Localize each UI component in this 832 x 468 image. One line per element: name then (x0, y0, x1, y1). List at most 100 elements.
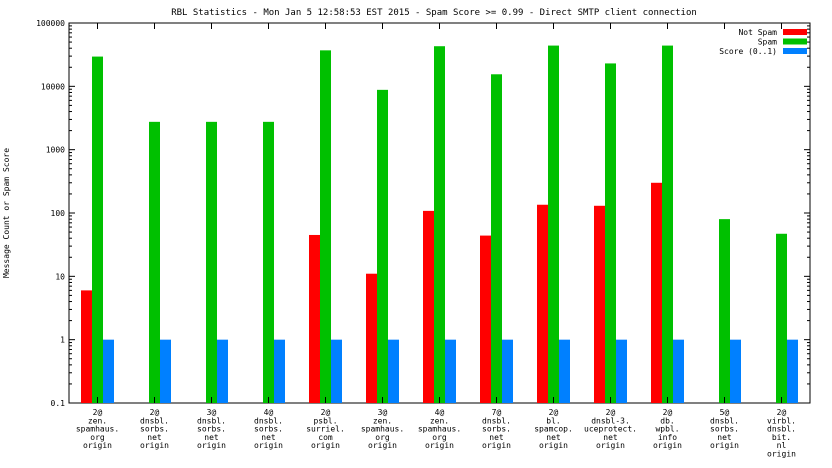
x-category-line: origin (767, 450, 796, 459)
x-category-line: dnsbl. (710, 416, 739, 425)
x-category-line: net (204, 433, 219, 442)
legend-swatch (783, 48, 807, 54)
x-category-line: 2@ (93, 408, 103, 417)
x-category-line: origin (83, 441, 112, 450)
bar-score-0-1 (388, 339, 399, 403)
x-category-line: bit. (772, 433, 791, 442)
x-category-line: 3@ (207, 408, 217, 417)
legend-swatch (783, 38, 807, 45)
x-category-line: origin (482, 441, 511, 450)
x-category-line: origin (596, 441, 625, 450)
y-axis-ticks: 0.1 1 10 100 1000 10000 100000 (36, 19, 810, 408)
x-category-line: psbl. (313, 416, 337, 425)
y-tick-label: 100000 (36, 19, 65, 28)
x-category-line: sorbs. (710, 425, 739, 434)
bar-score-0-1 (217, 339, 228, 403)
x-category-label: 2@ dnsbl. sorbs. net origin (140, 408, 169, 450)
x-category-line: dnsbl-3. (591, 416, 630, 425)
x-category-label: 2@ zen. spamhaus. org origin (76, 408, 119, 450)
bar-spam (149, 121, 160, 404)
bar-score-0-1 (559, 339, 570, 403)
y-axis-label: Message Count or Spam Score (2, 148, 11, 278)
x-category-line: zen. (430, 416, 449, 425)
x-category-line: com (318, 433, 333, 442)
y-tick-label: 10000 (41, 82, 65, 91)
bar-not-spam (81, 290, 92, 403)
x-category-line: 2@ (606, 408, 616, 417)
y-tick-label: 0.1 (51, 399, 66, 408)
bar-spam (776, 233, 787, 403)
bar-spam (92, 56, 103, 403)
x-category-line: 3@ (378, 408, 388, 417)
x-category-line: origin (653, 441, 682, 450)
x-category-line: net (489, 433, 504, 442)
bar-score-0-1 (274, 339, 285, 403)
x-category-line: zen. (88, 416, 107, 425)
bar-score-0-1 (103, 339, 114, 403)
x-category-line: origin (140, 441, 169, 450)
x-category-line: dnsbl. (767, 425, 796, 434)
x-category-line: net (603, 433, 618, 442)
x-category-line: spamcop. (534, 425, 573, 434)
bar-spam (491, 74, 502, 403)
bar-spam (434, 46, 445, 404)
x-category-line: sorbs. (254, 425, 283, 434)
x-category-label: 2@ psbl. surriel. com origin (306, 408, 345, 450)
bar-not-spam (480, 235, 491, 403)
x-category-line: sorbs. (482, 425, 511, 434)
x-category-line: origin (710, 441, 739, 450)
x-category-label: 2@ bl. spamcop. net origin (534, 408, 573, 450)
x-category-line: surriel. (306, 425, 345, 434)
bar-spam (605, 63, 616, 404)
x-category-line: 2@ (663, 408, 673, 417)
bar-spam (320, 50, 331, 403)
bar-score-0-1 (787, 339, 798, 403)
legend-label: Not Spam (738, 28, 777, 37)
x-category-label: 2@ dnsbl-3. uceprotect. net origin (584, 408, 637, 450)
bar-spam (719, 219, 730, 403)
x-category-line: 7@ (492, 408, 502, 417)
legend-label: Score (0..1) (719, 47, 777, 56)
x-category-line: 4@ (435, 408, 445, 417)
bar-not-spam (594, 205, 605, 403)
bar-score-0-1 (502, 339, 513, 403)
x-category-line: wpbl. (655, 425, 679, 434)
y-tick-label: 10 (55, 272, 65, 281)
x-category-label: 4@ zen. spamhaus. org origin (418, 408, 461, 450)
chart-title: RBL Statistics - Mon Jan 5 12:58:53 EST … (171, 8, 697, 18)
bar-spam (263, 121, 274, 404)
x-category-label: 2@ db. wpbl. info origin (653, 408, 682, 450)
x-category-line: org (375, 433, 390, 442)
x-category-line: origin (254, 441, 283, 450)
x-category-line: sorbs. (140, 425, 169, 434)
x-category-line: bl. (546, 416, 560, 425)
x-category-line: nl (777, 441, 787, 450)
x-category-label: 3@ dnsbl. sorbs. net origin (197, 408, 226, 450)
x-category-line: org (432, 433, 447, 442)
bar-score-0-1 (673, 339, 684, 403)
x-category-line: spamhaus. (76, 425, 119, 434)
legend-label: Spam (758, 38, 777, 47)
x-category-line: origin (311, 441, 340, 450)
x-category-line: 4@ (264, 408, 274, 417)
bar-not-spam (651, 182, 662, 403)
bar-score-0-1 (331, 339, 342, 403)
bar-score-0-1 (160, 339, 171, 403)
x-category-line: dnsbl. (197, 416, 226, 425)
x-category-line: db. (660, 416, 674, 425)
x-category-line: origin (368, 441, 397, 450)
x-category-line: 2@ (321, 408, 331, 417)
bar-score-0-1 (616, 339, 627, 403)
bar-not-spam (537, 204, 548, 403)
x-category-line: net (546, 433, 561, 442)
x-category-line: 2@ (150, 408, 160, 417)
x-category-line: spamhaus. (361, 425, 404, 434)
x-category-line: virbl. (767, 416, 796, 425)
x-category-label: 5@ dnsbl. sorbs. net origin (710, 408, 739, 450)
x-category-line: dnsbl. (482, 416, 511, 425)
bar-not-spam (423, 210, 434, 403)
bar-score-0-1 (730, 339, 741, 403)
x-category-line: sorbs. (197, 425, 226, 434)
x-category-label: 4@ dnsbl. sorbs. net origin (254, 408, 283, 450)
